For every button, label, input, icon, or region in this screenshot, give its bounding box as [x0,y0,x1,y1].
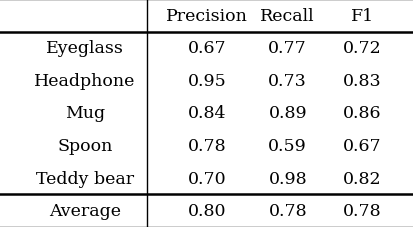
Text: 0.78: 0.78 [187,138,226,154]
Text: 0.86: 0.86 [342,105,380,122]
Text: 0.70: 0.70 [187,170,226,187]
Text: 0.78: 0.78 [268,202,306,219]
Text: 0.84: 0.84 [188,105,225,122]
Text: F1: F1 [350,8,373,25]
Text: Headphone: Headphone [34,73,135,89]
Text: 0.59: 0.59 [268,138,306,154]
Text: Recall: Recall [260,8,314,25]
Text: 0.95: 0.95 [187,73,226,89]
Text: 0.89: 0.89 [268,105,306,122]
Text: Mug: Mug [65,105,104,122]
Text: 0.98: 0.98 [268,170,306,187]
Text: 0.78: 0.78 [342,202,381,219]
Text: Precision: Precision [166,8,247,25]
Text: 0.72: 0.72 [342,40,381,57]
Text: Average: Average [49,202,121,219]
Text: 0.67: 0.67 [342,138,381,154]
Text: 0.80: 0.80 [188,202,225,219]
Text: Eyeglass: Eyeglass [46,40,123,57]
Text: Teddy bear: Teddy bear [36,170,134,187]
Text: 0.82: 0.82 [342,170,381,187]
Text: 0.83: 0.83 [342,73,381,89]
Text: 0.73: 0.73 [268,73,306,89]
Text: 0.67: 0.67 [187,40,226,57]
Text: 0.77: 0.77 [268,40,306,57]
Text: Spoon: Spoon [57,138,112,154]
